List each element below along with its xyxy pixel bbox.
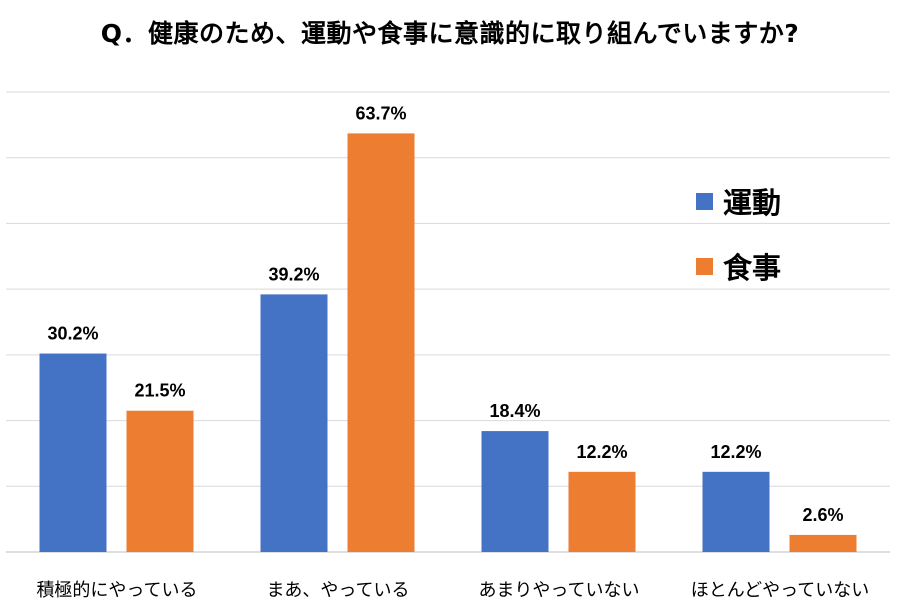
- x-tick-label: まあ、やっている: [266, 580, 410, 601]
- bar-exercise: [39, 353, 107, 552]
- data-label: 12.2%: [576, 442, 627, 462]
- value-labels: 30.2% 21.5% 39.2% 63.7% 18.4% 12.2% 12.2% 2.6%: [47, 103, 843, 525]
- legend-item-diet: 食事: [696, 245, 781, 287]
- bar-diet: [789, 534, 857, 552]
- data-label: 63.7%: [355, 103, 406, 123]
- x-tick-label: 積極的にやっている: [36, 580, 198, 601]
- data-label: 39.2%: [268, 264, 319, 284]
- bar-exercise: [702, 471, 770, 552]
- chart-title: Q．健康のため、運動や食事に意識的に取り組んでいますか?: [100, 19, 800, 48]
- data-label: 18.4%: [489, 401, 540, 421]
- bar-diet: [568, 471, 636, 552]
- bar-exercise: [260, 294, 328, 552]
- legend-item-exercise: 運動: [696, 180, 781, 222]
- bar-exercise: [481, 431, 549, 552]
- legend-label-diet: 食事: [723, 251, 782, 285]
- legend-swatch-diet: [696, 257, 713, 275]
- data-label: 21.5%: [134, 381, 185, 401]
- bars: [39, 133, 857, 552]
- x-tick-label: あまりやっていない: [478, 580, 640, 601]
- legend-label-exercise: 運動: [723, 186, 782, 220]
- bar-diet: [347, 133, 415, 552]
- x-tick-label: ほとんどやっていない: [690, 580, 870, 601]
- data-label: 2.6%: [802, 505, 843, 525]
- legend-swatch-exercise: [696, 192, 713, 210]
- bar-diet: [126, 410, 194, 552]
- data-label: 30.2%: [47, 324, 98, 344]
- data-label: 12.2%: [710, 442, 761, 462]
